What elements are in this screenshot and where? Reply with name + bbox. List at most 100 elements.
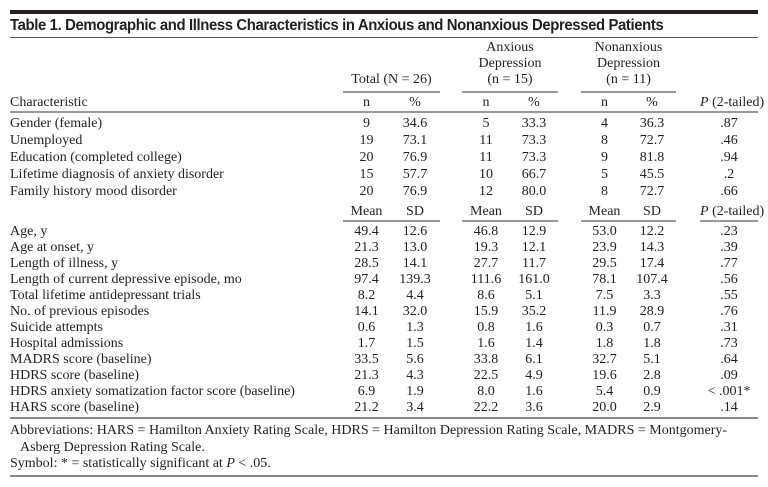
cell-value: 32.0	[402, 304, 428, 319]
p-value: .39	[720, 240, 738, 255]
row-label: Age at onset, y	[10, 240, 94, 255]
column-header: SD	[390, 200, 440, 222]
cell-value: 14.1	[354, 304, 379, 319]
gap	[676, 221, 700, 240]
gap	[676, 112, 700, 132]
cell-value: 8.6	[477, 288, 495, 303]
group-label-line: Total (N = 26)	[351, 72, 432, 87]
cell-value: 0.8	[477, 320, 495, 335]
cell-value: 107.4	[636, 272, 668, 287]
table-row: Family history mood disorder 20 76.9 12 80.0…	[10, 183, 758, 200]
gap	[676, 352, 700, 368]
cell-value: 20	[359, 150, 374, 165]
cell-value: 0.7	[643, 320, 661, 335]
gap	[440, 256, 462, 272]
cell-value: 72.7	[639, 184, 665, 199]
column-header: %	[510, 92, 558, 113]
gap	[676, 240, 700, 256]
row-label: Suicide attempts	[10, 320, 103, 335]
p-value: < .001*	[707, 384, 751, 399]
gap	[440, 92, 462, 113]
row-label: Age, y	[10, 224, 48, 239]
column-header: Mean	[462, 200, 510, 222]
row-label: Length of illness, y	[10, 256, 119, 271]
cell-value: 14.1	[402, 256, 428, 271]
gap	[676, 400, 700, 416]
cell-value: 21.2	[354, 400, 379, 415]
cell-value: 4.3	[406, 368, 424, 383]
cell-value: 33.3	[521, 116, 547, 131]
row-label: MADRS score (baseline)	[10, 352, 152, 367]
cell-value: 2.8	[643, 368, 661, 383]
row-label: Gender (female)	[10, 116, 103, 131]
gap	[558, 149, 581, 166]
cell-value: 33.8	[473, 352, 499, 367]
cell-value: 15.9	[473, 304, 499, 319]
cell-value: 80.0	[521, 184, 547, 199]
cell-value: 27.7	[473, 256, 499, 271]
subheader-mean-sd: Mean SD Mean SD Mean SD P (2-tailed)	[10, 200, 764, 222]
cell-value: 20	[359, 184, 374, 199]
table-container: Total (N = 26) Anxious Depression (n = 15) N…	[10, 40, 764, 477]
table-row: Length of current depressive episode, mo…	[10, 272, 758, 288]
cell-value: 1.8	[643, 336, 661, 351]
gap	[440, 272, 462, 288]
cell-value: 10	[479, 167, 493, 182]
cell-value: 1.7	[357, 336, 376, 351]
column-header: %	[390, 92, 440, 113]
gap	[440, 240, 462, 256]
gap	[558, 92, 581, 113]
p-value: .2	[723, 167, 735, 182]
gap	[558, 320, 581, 336]
gap	[558, 112, 581, 132]
gap	[558, 272, 581, 288]
symbol-note: Symbol: * = statistically significant at…	[10, 456, 271, 471]
table-row: Length of illness, y 28.5 14.1 27.7 11.7 29.5…	[10, 256, 758, 272]
cell-value: 57.7	[402, 167, 428, 182]
p-value: .76	[720, 304, 738, 319]
table-title: Table 1. Demographic and Illness Charact…	[10, 17, 664, 34]
gap	[676, 288, 700, 304]
gap	[676, 256, 700, 272]
gap	[558, 384, 581, 400]
cell-value: 12.9	[521, 224, 547, 239]
cell-value: 66.7	[521, 167, 547, 182]
row-label: Total lifetime antidepressant trials	[10, 288, 201, 303]
cell-value: 1.6	[525, 320, 543, 335]
gap	[558, 166, 581, 183]
table-row: HDRS score (baseline) 21.3 4.3 22.5 4.9 19.6 2…	[10, 368, 758, 384]
p-rest: (2-tailed)	[708, 95, 765, 110]
cell-value: 5.4	[595, 384, 614, 399]
header-spacer	[10, 40, 343, 92]
column-header: SD	[628, 200, 677, 222]
column-header: n	[343, 92, 390, 113]
cell-value: 111.6	[470, 272, 502, 287]
p-value: .87	[720, 116, 738, 131]
p-value: .31	[720, 320, 738, 335]
cell-value: 19	[359, 133, 374, 148]
cell-value: 73.1	[402, 133, 428, 148]
cell-value: 20.0	[592, 400, 617, 415]
row-label: No. of previous episodes	[10, 304, 150, 319]
p-value: .56	[720, 272, 738, 287]
gap	[440, 112, 462, 132]
cell-value: 15	[359, 167, 374, 182]
column-header: n	[462, 92, 510, 113]
gap	[440, 221, 462, 240]
cell-value: 6.1	[525, 352, 543, 367]
cell-value: 5.1	[643, 352, 661, 367]
cell-value: 139.3	[399, 272, 431, 287]
cell-value: 72.7	[639, 133, 665, 148]
data-table: Total (N = 26) Anxious Depression (n = 15) N…	[10, 40, 764, 416]
table-row: Age, y 49.4 12.6 46.8 12.9 53.0 12.2 .23	[10, 221, 758, 240]
gap	[558, 336, 581, 352]
gap	[440, 352, 462, 368]
cell-value: 5.1	[525, 288, 543, 303]
cell-value: 45.5	[639, 167, 665, 182]
gap	[676, 384, 700, 400]
p-value: .09	[720, 368, 738, 383]
table-row: No. of previous episodes 14.1 32.0 15.9 35.2…	[10, 304, 758, 320]
gap	[676, 183, 700, 200]
gap	[558, 304, 581, 320]
table-row: MADRS score (baseline) 33.5 5.6 33.8 6.1 32.7…	[10, 352, 758, 368]
